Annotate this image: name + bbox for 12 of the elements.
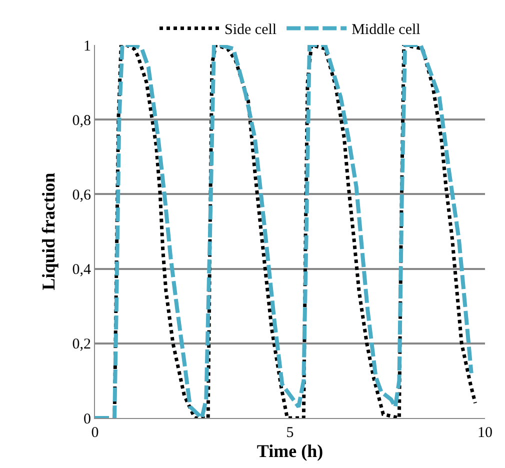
y-tick-label: 0,6: [72, 187, 92, 204]
y-tick-label: 0,4: [72, 262, 92, 278]
x-axis-title: Time (h): [256, 441, 324, 461]
legend-label: Side cell: [224, 22, 277, 38]
legend-label: Middle cell: [352, 22, 420, 38]
y-tick-label: 0,8: [72, 112, 91, 129]
y-axis-title: Liquid fraction: [38, 172, 58, 290]
x-tick-label: 10: [478, 425, 492, 441]
y-tick-label: 1: [84, 38, 91, 54]
y-tick-label: 0: [84, 411, 91, 428]
y-tick-label: 0,2: [72, 336, 91, 353]
x-tick-label: 5: [286, 425, 294, 441]
